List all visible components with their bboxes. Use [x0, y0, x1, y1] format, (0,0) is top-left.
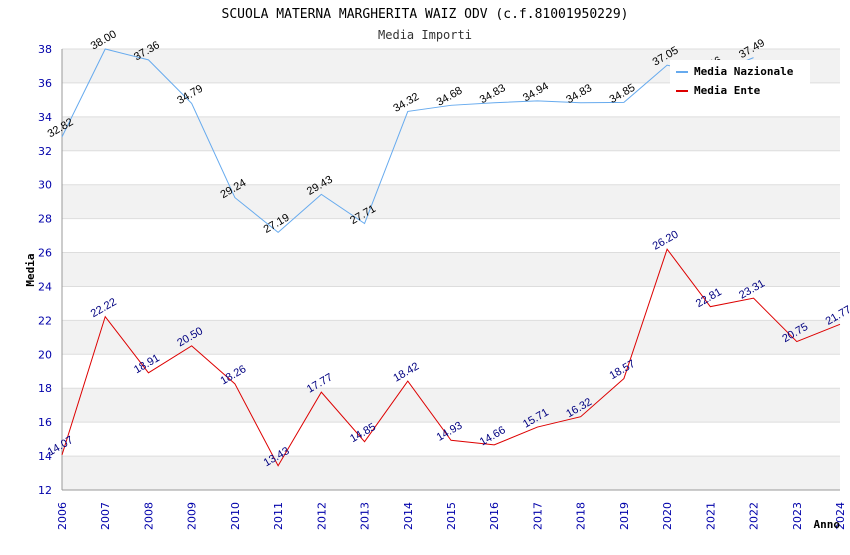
x-tick-label: 2006 — [56, 502, 69, 530]
series-line-ente — [61, 248, 841, 467]
grid-band — [62, 286, 840, 321]
y-tick-label: 16 — [38, 416, 52, 429]
y-tick-label: 38 — [38, 43, 52, 56]
x-tick-label: 2018 — [575, 502, 588, 530]
x-tick-label: 2020 — [661, 502, 674, 530]
y-axis-label: Media — [24, 253, 37, 286]
grid-lines — [61, 48, 840, 491]
x-tick-label: 2024 — [834, 502, 847, 530]
grid-band — [62, 116, 840, 151]
chart-subtitle: Media Importi — [378, 28, 472, 42]
x-tick-label: 2008 — [142, 502, 155, 530]
x-tick-label: 2013 — [359, 502, 372, 530]
y-tick-label: 28 — [38, 213, 52, 226]
grid-band — [62, 422, 840, 457]
y-tick-label: 22 — [38, 314, 52, 327]
grid-band — [62, 184, 840, 219]
legend-label-nazionale: Media Nazionale — [694, 65, 794, 78]
grid-band — [62, 252, 840, 287]
series-lines — [61, 48, 841, 467]
y-tick-label: 34 — [38, 111, 52, 124]
grid-band — [62, 388, 840, 423]
x-axis-label: Anno — [814, 518, 841, 531]
x-tick-label: 2012 — [315, 502, 328, 530]
grid-band — [62, 456, 840, 490]
y-tick-label: 36 — [38, 77, 52, 90]
y-tick-label: 12 — [38, 484, 52, 497]
x-tick-label: 2022 — [748, 502, 761, 530]
y-tick-label: 32 — [38, 145, 52, 158]
y-tick-label: 26 — [38, 247, 52, 260]
x-tick-label: 2016 — [488, 502, 501, 530]
grid-band — [62, 320, 840, 355]
legend-label-ente: Media Ente — [694, 84, 761, 97]
y-tick-label: 14 — [38, 450, 52, 463]
y-tick-label: 20 — [38, 348, 52, 361]
x-tick-label: 2017 — [531, 502, 544, 530]
x-tick-label: 2019 — [618, 502, 631, 530]
x-tick-label: 2010 — [229, 502, 242, 530]
y-tick-label: 18 — [38, 382, 52, 395]
grid-band — [62, 150, 840, 185]
x-tick-label: 2011 — [272, 502, 285, 530]
y-axis-ticks: 12 14 16 18 20 22 24 26 28 30 32 34 36 38 — [38, 43, 52, 497]
x-tick-label: 2021 — [704, 502, 717, 530]
chart-title: SCUOLA MATERNA MARGHERITA WAIZ ODV (c.f.… — [222, 7, 629, 22]
y-tick-label: 30 — [38, 179, 52, 192]
x-tick-label: 2014 — [402, 502, 415, 530]
series-line-nazionale — [61, 48, 754, 234]
grid-band — [62, 218, 840, 253]
y-tick-label: 24 — [38, 280, 52, 293]
x-tick-label: 2007 — [99, 502, 112, 530]
grid-band — [62, 354, 840, 389]
x-tick-label: 2009 — [186, 502, 199, 530]
x-axis-ticks: 2006 2007 2008 2009 2010 2011 2012 2013 2014 2015… — [56, 502, 847, 530]
legend: Media Nazionale Media Ente — [670, 60, 810, 100]
x-tick-label: 2023 — [791, 502, 804, 530]
legend-background — [670, 60, 810, 100]
x-tick-label: 2015 — [445, 502, 458, 530]
